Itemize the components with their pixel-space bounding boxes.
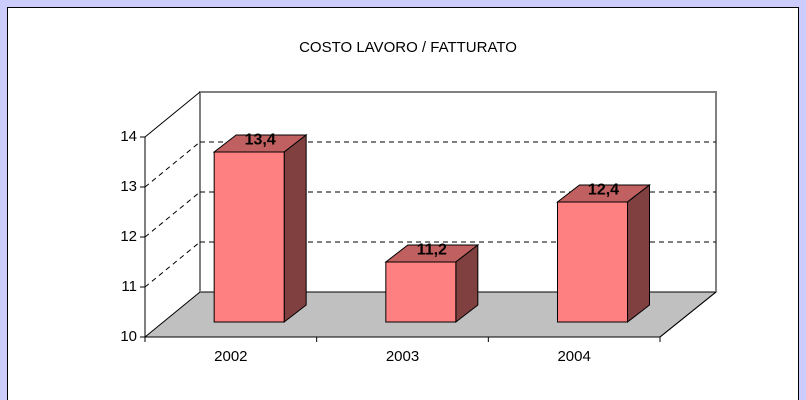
x-tick-label: 2004 (557, 348, 590, 365)
x-tick-label: 2003 (386, 348, 419, 365)
x-tick-label: 2002 (214, 348, 247, 365)
value-label: 11,2 (417, 242, 447, 259)
bar-side (627, 183, 650, 324)
chart-title: COSTO LAVORO / FATTURATO (299, 39, 517, 56)
bar (385, 261, 457, 323)
grid-line (144, 141, 201, 188)
side-wall-top (144, 91, 201, 138)
y-tick-label: 14 (120, 128, 137, 145)
value-label: 13,4 (245, 132, 276, 149)
grid-line (144, 191, 201, 238)
value-label: 12,4 (588, 182, 619, 199)
floor-right (659, 291, 717, 338)
y-tick-label: 13 (120, 178, 137, 195)
y-tick-label: 12 (120, 228, 137, 245)
bar-side (283, 133, 307, 324)
bar (213, 151, 285, 323)
grid-line (144, 241, 201, 288)
y-tick-label: 10 (120, 328, 137, 345)
bar (557, 201, 628, 323)
y-tick-label: 11 (121, 278, 137, 295)
